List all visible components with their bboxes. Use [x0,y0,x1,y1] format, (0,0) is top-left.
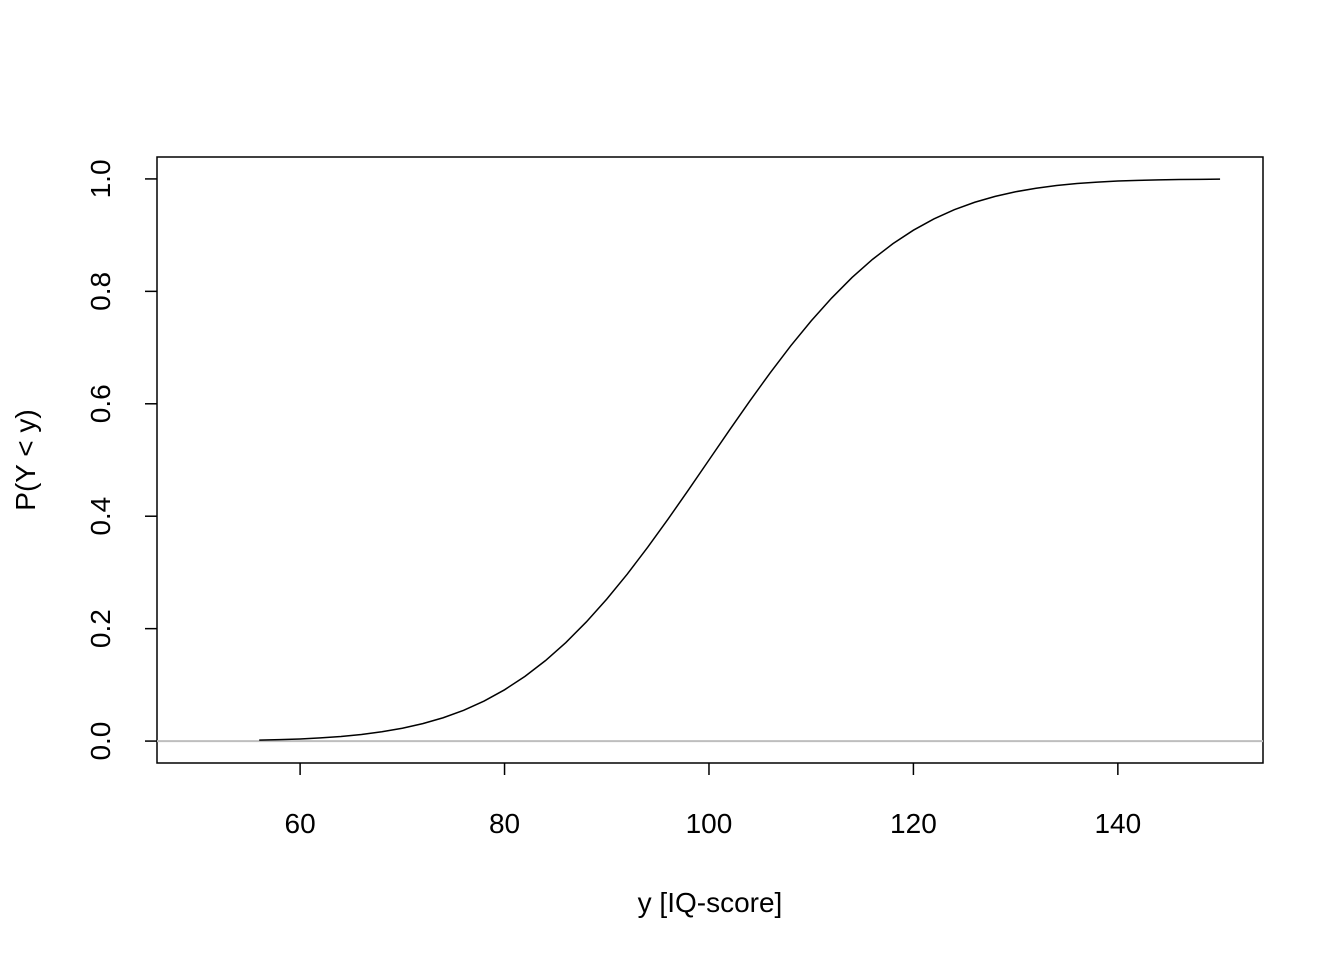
y-axis-label: P(Y < y) [10,409,41,510]
x-tick-label: 60 [285,808,316,839]
y-tick-label: 1.0 [85,159,116,198]
y-tick-label: 0.2 [85,609,116,648]
x-tick-label: 100 [686,808,733,839]
x-tick-label: 140 [1094,808,1141,839]
y-tick-label: 0.6 [85,384,116,423]
y-tick-label: 0.8 [85,272,116,311]
y-tick-label: 0.4 [85,497,116,536]
line [259,178,1221,741]
plot-box [156,156,1264,764]
x-tick-label: 80 [489,808,520,839]
y-tick-label: 0.0 [85,722,116,761]
x-tick-label: 120 [890,808,937,839]
x-axis-label: y [IQ-score] [638,887,783,918]
